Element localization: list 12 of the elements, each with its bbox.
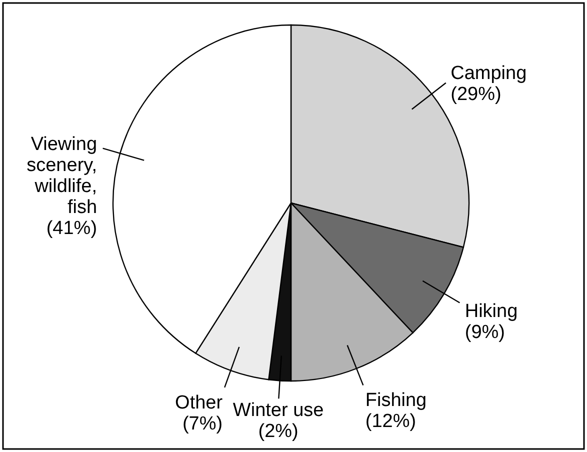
slice-label: Camping	[450, 63, 527, 84]
slice-label: Hiking	[464, 300, 518, 322]
slice-label: Viewing scenery, wildlife, fish	[26, 134, 98, 218]
slice-label: Winter use	[232, 400, 324, 421]
data-label: (12%)	[365, 411, 416, 432]
data-label: (41%)	[46, 218, 98, 239]
data-label: (29%)	[450, 84, 502, 106]
data-label: (9%)	[464, 322, 505, 343]
slice-label: Other	[175, 392, 224, 414]
slice-label: Fishing	[365, 390, 427, 412]
data-label: (2%)	[258, 421, 298, 442]
data-label: (7%)	[182, 413, 223, 434]
